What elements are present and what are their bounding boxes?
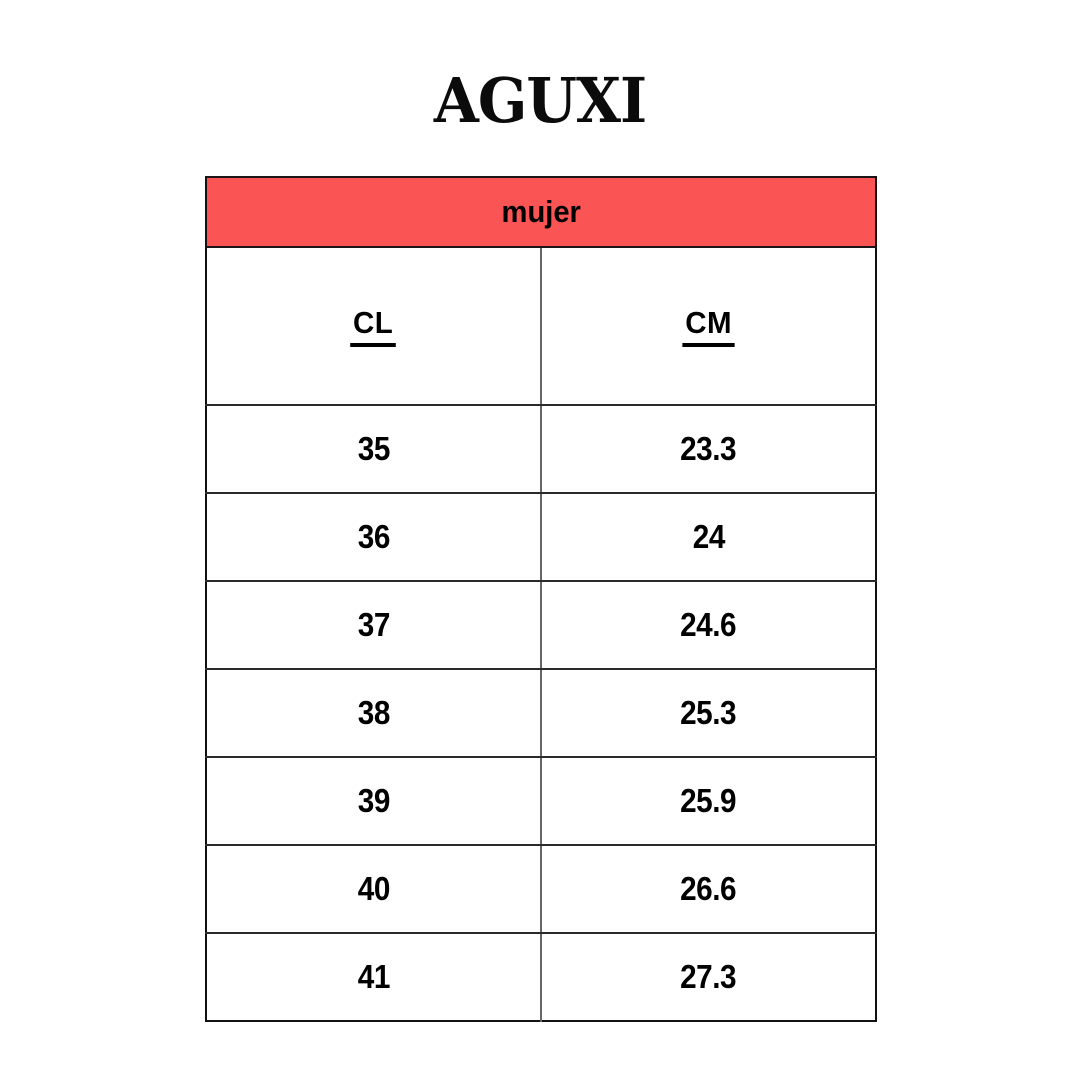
table-cell-cl: 40	[206, 845, 541, 934]
table-cell-cm: 23.3	[539, 405, 877, 494]
cell-value-cm: 24	[692, 518, 725, 555]
table-row: 38 25.3	[206, 669, 877, 758]
table-banner-label: mujer	[501, 194, 581, 229]
table-row: 40 26.6	[206, 845, 877, 934]
table-header-row: CL CM	[206, 247, 877, 406]
cell-value-cm: 24.6	[680, 606, 737, 643]
column-header-cm-label: CM	[682, 305, 735, 347]
brand-logo: AGUXI	[0, 69, 1080, 133]
cell-value-cl: 35	[357, 430, 390, 467]
cell-value-cl: 37	[357, 606, 390, 643]
cell-value-cm: 25.9	[680, 782, 737, 819]
cell-value-cm: 26.6	[680, 870, 737, 907]
column-header-cl-label: CL	[350, 305, 397, 347]
cell-value-cm: 23.3	[680, 430, 737, 467]
cell-value-cl: 36	[357, 518, 390, 555]
cell-value-cl: 40	[357, 870, 390, 907]
cell-value-cl: 38	[357, 694, 390, 731]
table-cell-cm: 24.6	[539, 581, 877, 670]
cell-value-cm: 27.3	[680, 958, 737, 995]
table-cell-cl: 37	[206, 581, 541, 670]
table-row: 36 24	[206, 493, 877, 582]
cell-value-cl: 39	[357, 782, 390, 819]
table-cell-cm: 25.9	[539, 757, 877, 846]
size-chart-container: mujer CL CM 35 23.3	[205, 176, 878, 1022]
table-cell-cl: 35	[206, 405, 541, 494]
cell-value-cl: 41	[357, 958, 390, 995]
brand-name: AGUXI	[433, 64, 647, 137]
size-chart-thead: mujer CL CM	[206, 177, 877, 406]
column-header-cl: CL	[206, 247, 541, 406]
table-cell-cl: 36	[206, 493, 541, 582]
table-cell-cl: 39	[206, 757, 541, 846]
size-chart-tbody: 35 23.3 36 24 37 24.6	[206, 405, 877, 1021]
table-cell-cl: 41	[206, 933, 541, 1021]
cell-value-cm: 25.3	[680, 694, 737, 731]
table-banner-row: mujer	[206, 177, 877, 248]
table-row: 41 27.3	[206, 933, 877, 1021]
column-header-cm: CM	[539, 247, 877, 406]
table-cell-cm: 27.3	[539, 933, 877, 1021]
table-cell-cm: 24	[539, 493, 877, 582]
table-row: 39 25.9	[206, 757, 877, 846]
size-chart-table: mujer CL CM 35 23.3	[205, 176, 878, 1022]
table-banner-cell: mujer	[206, 177, 877, 248]
table-cell-cl: 38	[206, 669, 541, 758]
table-row: 35 23.3	[206, 405, 877, 494]
table-cell-cm: 26.6	[539, 845, 877, 934]
table-cell-cm: 25.3	[539, 669, 877, 758]
table-row: 37 24.6	[206, 581, 877, 670]
